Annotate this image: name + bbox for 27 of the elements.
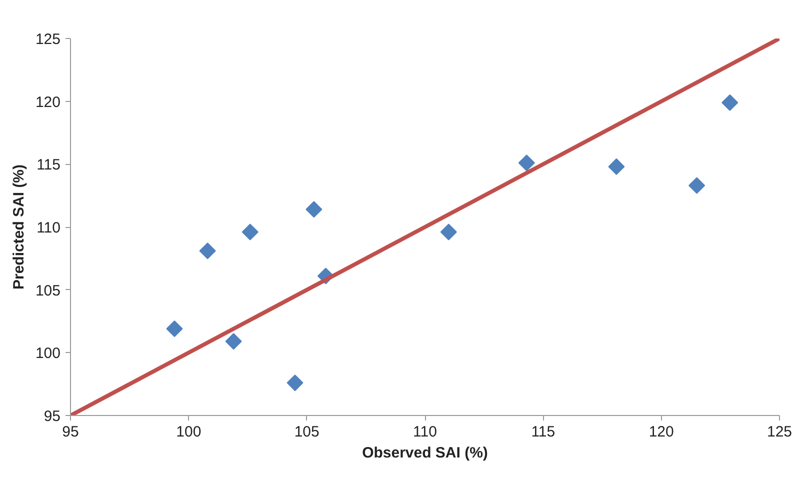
- point: [225, 333, 242, 350]
- point: [242, 224, 258, 240]
- point: [440, 224, 457, 240]
- y-axis-title: Predicted SAI (%): [10, 164, 28, 290]
- y-tick-label: 120: [35, 94, 61, 111]
- y-tick-label: 105: [35, 282, 61, 300]
- point: [199, 242, 216, 260]
- x-tick-label: 115: [531, 424, 556, 440]
- y-tick-label: 100: [35, 345, 61, 362]
- point: [286, 374, 304, 392]
- y-tick-label: 95: [44, 408, 61, 425]
- point: [306, 201, 322, 218]
- y-tick-label: 115: [36, 156, 61, 174]
- point: [688, 177, 706, 194]
- point: [518, 154, 535, 172]
- x-tick-label: 120: [648, 424, 674, 440]
- y-tick-label: 125: [35, 31, 61, 48]
- point: [722, 94, 738, 111]
- x-tick-label: 100: [176, 424, 202, 440]
- y-tick-label: 110: [36, 220, 61, 236]
- x-tick-label: 110: [413, 424, 437, 440]
- x-axis-title: Observed SAI (%): [362, 444, 488, 462]
- point: [608, 158, 625, 175]
- x-tick-label: 95: [62, 424, 79, 440]
- x-tick-label: 105: [294, 424, 320, 440]
- x-tick-label: 125: [766, 424, 792, 440]
- point: [166, 320, 183, 338]
